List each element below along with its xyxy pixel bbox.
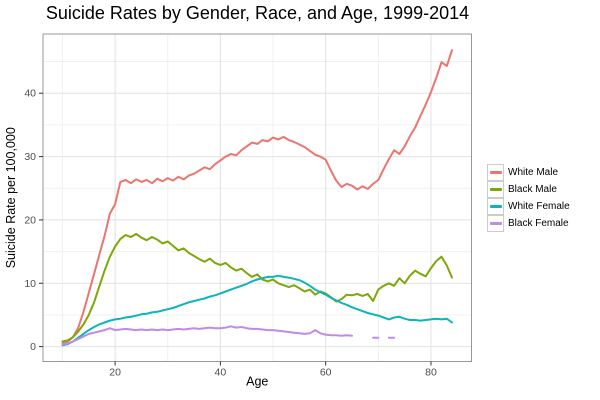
legend-label: Black Male: [508, 184, 557, 195]
major-gridlines: [43, 34, 472, 362]
legend-label: White Male: [508, 167, 559, 178]
legend-key-box: [487, 214, 504, 232]
y-tick-label: 30: [24, 151, 36, 163]
chart-title: Suicide Rates by Gender, Race, and Age, …: [45, 3, 470, 23]
axis-ticks: 20 40 60 80 0 10 20 30 40: [24, 88, 437, 379]
legend-item-black-male: Black Male: [487, 180, 570, 198]
legend-item-white-male: White Male: [487, 164, 570, 181]
legend-item-black-female: Black Female: [487, 214, 570, 232]
series-line-black-female: [61, 325, 396, 346]
panel-border: [42, 33, 472, 362]
y-axis-title: Suicide Rate per 100,000: [4, 127, 18, 268]
minor-gridlines: [43, 34, 472, 362]
legend-key-line: [489, 204, 502, 208]
series-line-white-female: [61, 274, 453, 347]
x-tick-label: 20: [109, 367, 121, 379]
x-tick-label: 40: [215, 367, 227, 379]
legend-key-box: [487, 180, 504, 198]
legend-key-line: [489, 171, 502, 174]
legend-key-box: [487, 164, 504, 181]
y-tick-label: 10: [24, 278, 36, 290]
y-tick-label: 20: [24, 214, 36, 226]
legend: White Male Black Male White Female Black Fe…: [487, 164, 570, 232]
legend-key-line: [489, 221, 502, 225]
legend-key-box: [487, 197, 504, 215]
x-axis-title: Age: [246, 375, 268, 389]
legend-label: White Female: [508, 201, 570, 212]
series-line-black-male: [61, 232, 453, 343]
panel-background: [43, 34, 472, 362]
x-tick-label: 80: [425, 367, 437, 379]
x-tick-label: 60: [320, 367, 332, 379]
y-tick-label: 0: [30, 341, 36, 353]
legend-label: Black Female: [508, 218, 569, 229]
legend-key-line: [489, 187, 502, 191]
y-tick-label: 40: [24, 88, 36, 100]
series-line-white-male: [61, 49, 453, 345]
legend-item-white-female: White Female: [487, 197, 570, 215]
